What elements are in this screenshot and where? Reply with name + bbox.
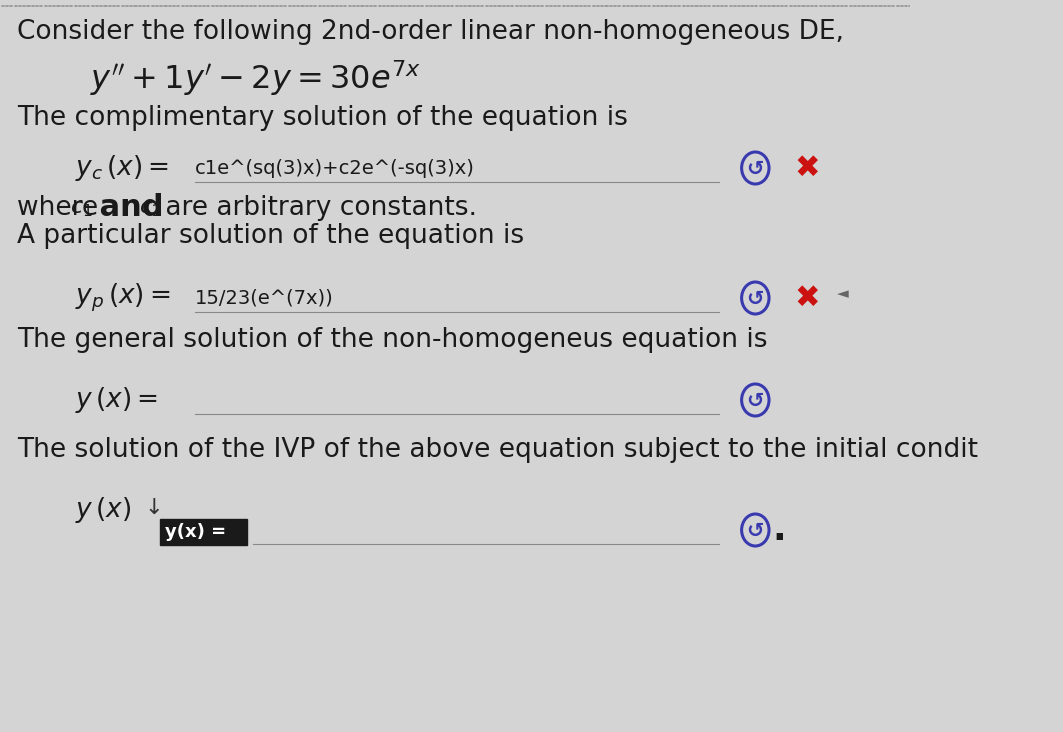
FancyBboxPatch shape — [161, 519, 248, 545]
Text: are arbitrary constants.: are arbitrary constants. — [156, 195, 476, 221]
Text: Consider the following 2nd-order linear non-homogeneous DE,: Consider the following 2nd-order linear … — [17, 19, 844, 45]
Text: ↓: ↓ — [145, 498, 164, 518]
Text: $y_c\,(x) =$: $y_c\,(x) =$ — [75, 153, 169, 183]
Text: The complimentary solution of the equation is: The complimentary solution of the equati… — [17, 105, 628, 131]
Text: A particular solution of the equation is: A particular solution of the equation is — [17, 223, 524, 249]
Text: $y'' + 1y' - 2y = 30e^{7x}$: $y'' + 1y' - 2y = 30e^{7x}$ — [90, 58, 421, 98]
Text: The solution of the IVP of the above equation subject to the initial condit: The solution of the IVP of the above equ… — [17, 437, 978, 463]
Text: $y\,(x)$: $y\,(x)$ — [75, 495, 132, 525]
Text: where: where — [17, 195, 106, 221]
Text: The general solution of the non-homogeneus equation is: The general solution of the non-homogene… — [17, 327, 767, 353]
Text: ✖: ✖ — [794, 154, 820, 182]
Text: ↺: ↺ — [746, 391, 764, 411]
Text: and: and — [89, 193, 174, 223]
Text: $c_2$: $c_2$ — [139, 197, 162, 219]
Text: y(x) =: y(x) = — [165, 523, 226, 541]
Text: 15/23(e^(7x)): 15/23(e^(7x)) — [196, 288, 334, 307]
Text: .: . — [773, 513, 787, 547]
Text: ◄: ◄ — [837, 286, 848, 302]
Text: $c_1$: $c_1$ — [70, 197, 92, 219]
Text: ↺: ↺ — [746, 289, 764, 309]
Text: $y_p\,(x) =$: $y_p\,(x) =$ — [75, 282, 171, 314]
Text: ↺: ↺ — [746, 159, 764, 179]
Text: ✖: ✖ — [794, 283, 820, 313]
Text: ↺: ↺ — [746, 521, 764, 541]
Text: $y\,(x) =$: $y\,(x) =$ — [75, 385, 158, 415]
Text: c1e^(sq(3)x)+c2e^(-sq(3)x): c1e^(sq(3)x)+c2e^(-sq(3)x) — [196, 159, 475, 177]
